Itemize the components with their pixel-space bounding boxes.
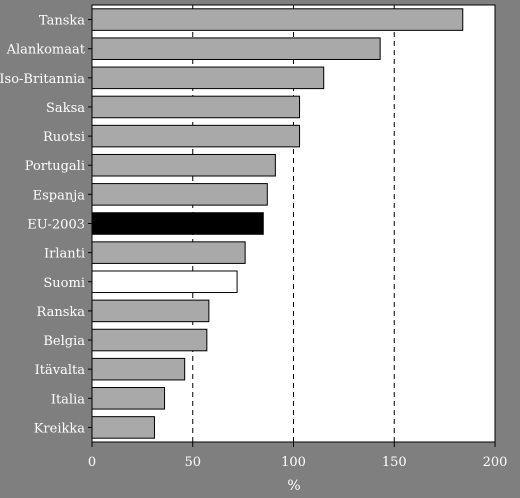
bar-4 bbox=[91, 95, 301, 119]
bar-5 bbox=[91, 124, 301, 148]
x-tick-label-100: 100 bbox=[281, 455, 306, 470]
bar-2 bbox=[91, 37, 381, 60]
category-label-14: Italia bbox=[51, 392, 85, 407]
category-label-10: Suomi bbox=[43, 276, 85, 291]
bar-13 bbox=[91, 357, 186, 381]
bar-14 bbox=[91, 387, 166, 410]
bar-8 bbox=[91, 212, 264, 235]
x-tick-label-150: 150 bbox=[382, 455, 407, 470]
bar-11 bbox=[91, 299, 210, 323]
x-axis-label: % bbox=[287, 478, 300, 494]
category-label-6: Portugali bbox=[25, 159, 85, 174]
x-axis-ticks: 0 50 100 150 200 bbox=[88, 442, 508, 470]
x-tick-label-50: 50 bbox=[184, 455, 201, 470]
x-tick-label-200: 200 bbox=[483, 455, 508, 470]
bar-10 bbox=[91, 270, 238, 294]
bar-15 bbox=[91, 416, 155, 439]
category-label-1: Tanska bbox=[39, 14, 85, 29]
category-label-4: Saksa bbox=[46, 101, 85, 116]
category-label-5: Ruotsi bbox=[43, 130, 85, 145]
x-tick-label-0: 0 bbox=[88, 455, 96, 470]
bar-6 bbox=[91, 153, 276, 177]
category-label-13: Itävalta bbox=[35, 363, 86, 378]
category-label-15: Kreikka bbox=[34, 421, 86, 436]
category-label-12: Belgia bbox=[43, 334, 85, 349]
bars bbox=[88, 8, 464, 439]
category-label-9: Irlanti bbox=[44, 247, 85, 262]
bar-3 bbox=[91, 66, 325, 90]
bar-12 bbox=[91, 328, 208, 352]
bar-7 bbox=[91, 183, 268, 206]
bar-1 bbox=[91, 8, 464, 31]
category-label-11: Ranska bbox=[36, 305, 85, 320]
category-label-2: Alankomaat bbox=[6, 43, 86, 58]
bar-9 bbox=[91, 241, 246, 264]
category-label-7: Espanja bbox=[33, 188, 86, 203]
category-labels: Tanska Alankomaat Iso-Britannia Saksa Ruotsi… bbox=[0, 14, 86, 437]
category-label-3: Iso-Britannia bbox=[0, 72, 85, 87]
category-label-8: EU-2003 bbox=[27, 218, 85, 233]
